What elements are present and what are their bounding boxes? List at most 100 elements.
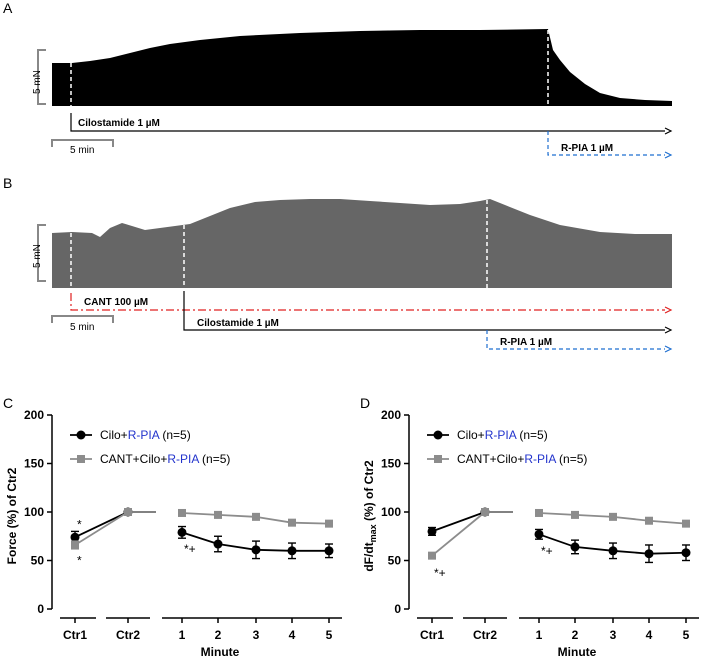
panel-c-series-0-point xyxy=(213,539,223,549)
panel-d-x-tick-label: 3 xyxy=(610,628,617,642)
panel-d-y-tick-label: 0 xyxy=(394,602,401,616)
panel-a-cilostamide-line xyxy=(70,113,673,135)
panel-c-series-0-point xyxy=(70,532,80,542)
panel-d-series-0-point xyxy=(681,548,691,558)
panel-c-legend-marker xyxy=(76,430,86,440)
panel-b-letter: B xyxy=(3,175,12,191)
panel-b-time-scale-label: 5 min xyxy=(70,322,94,333)
panel-c-letter: C xyxy=(3,395,13,411)
panel-a-rpia-label: R-PIA 1 µM xyxy=(561,143,613,154)
panel-d-series-0-line-baseline xyxy=(431,511,486,533)
panel-a-time-scale-label: 5 min xyxy=(70,145,94,156)
panel-c-x-tick-label: 4 xyxy=(289,628,296,642)
panel-c-x-tick-label: 2 xyxy=(215,628,222,642)
panel-d-x-tick-label: Ctr1 xyxy=(420,628,444,642)
panel-b-cant-label: CANT 100 µM xyxy=(84,297,148,308)
panel-c-y-tick-label: 100 xyxy=(24,505,44,519)
panel-d-series-1-point xyxy=(645,516,653,525)
panel-d-series-0-point xyxy=(534,529,544,539)
panel-d-series-0-point xyxy=(570,542,580,552)
panel-d-y-tick-label: 50 xyxy=(388,554,402,568)
panel-c-x-tick-label: 3 xyxy=(253,628,260,642)
panel-c-series-1-point xyxy=(325,519,333,528)
panel-c-series-0-point xyxy=(324,546,334,556)
panel-d-y-tick-label: 100 xyxy=(381,505,401,519)
panel-b-time-scale-bar xyxy=(51,315,114,323)
panel-d-series-0-point xyxy=(608,546,618,556)
panel-c-x-tick-label: 1 xyxy=(179,628,186,642)
panel-c-legend-label: Cilo+R-PIA (n=5) xyxy=(100,428,191,442)
panel-d-y-tick-label: 200 xyxy=(381,408,401,422)
panel-d-x-tick-label: 4 xyxy=(646,628,653,642)
panel-d-legend-label: Cilo+R-PIA (n=5) xyxy=(457,428,548,442)
panel-d-letter: D xyxy=(360,395,370,411)
panel-d-legend-marker xyxy=(433,430,443,440)
panel-d-series-1-point xyxy=(609,512,617,521)
panel-c-series-1-point xyxy=(252,512,260,521)
panel-d-x-tick-label: Ctr2 xyxy=(473,628,497,642)
panel-a: A 5 mN Cilostamide 1 µM R-PIA 1 µM 5 min xyxy=(3,0,673,159)
panel-a-letter: A xyxy=(3,0,13,16)
panel-b-force-scale-label: 5 mN xyxy=(32,244,43,268)
panel-c-y-tick-label: 200 xyxy=(24,408,44,422)
panel-c-y-tick-label: 50 xyxy=(31,554,45,568)
panel-b-rpia-line xyxy=(486,330,673,353)
panel-d-x-tick-label: 1 xyxy=(536,628,543,642)
panel-b: B 5 mN CANT 100 µM Cilostamide 1 µM R-PI… xyxy=(3,175,673,353)
panel-b-rpia-label: R-PIA 1 µM xyxy=(500,337,552,348)
panel-a-force-scale-bar xyxy=(37,49,46,105)
panel-b-force-scale-bar xyxy=(37,224,46,282)
panel-d-x-tick-label: 5 xyxy=(683,628,690,642)
panel-c-y-axis-label: Force (%) of Ctr2 xyxy=(5,467,19,564)
panel-d-significance-mark: *+ xyxy=(541,544,553,558)
panel-c-series-0-point xyxy=(287,546,297,556)
panel-d-series-1-point xyxy=(428,551,436,560)
panel-c-x-axis-label: Minute xyxy=(201,645,240,659)
panel-c-series-1-point xyxy=(178,508,186,517)
panel-d-legend-label: CANT+Cilo+R-PIA (n=5) xyxy=(457,452,587,466)
panel-c-significance-mark: *+ xyxy=(184,542,196,556)
panel-b-cant-line xyxy=(70,293,673,314)
panel-b-cilostamide-label: Cilostamide 1 µM xyxy=(197,318,279,329)
panel-c-series-1-line-baseline xyxy=(74,511,129,546)
panel-a-time-scale-bar xyxy=(51,139,114,147)
panel-c-y-tick-label: 0 xyxy=(37,602,44,616)
panel-b-force-trace xyxy=(52,199,672,288)
panel-c-series-1-point xyxy=(71,540,79,549)
panel-d-x-axis-label: Minute xyxy=(558,645,597,659)
panel-c-series-1-point xyxy=(214,510,222,519)
panel-c-series-1-point xyxy=(124,508,132,516)
panel-a-rpia-line xyxy=(547,131,673,159)
panel-d-x-tick-label: 2 xyxy=(572,628,579,642)
panel-a-force-scale-label: 5 mN xyxy=(32,70,43,94)
panel-c-series-1-point xyxy=(288,518,296,527)
panel-d-series-0-point xyxy=(427,526,437,536)
panel-c-significance-mark: * xyxy=(77,518,82,532)
panel-c-x-tick-label: Ctr1 xyxy=(63,628,87,642)
panel-d-series-1-line-baseline xyxy=(431,511,486,557)
panel-c: C Force (%) of Ctr2 Minute 0 50 100 150 200 C… xyxy=(3,395,342,659)
panel-c-y-tick-label: 150 xyxy=(24,457,44,471)
panel-c-significance-mark: * xyxy=(77,554,82,568)
panel-d-series-1-point xyxy=(571,510,579,519)
panel-d-series-1-point xyxy=(481,508,489,516)
panel-c-series-0-point xyxy=(251,545,261,555)
panel-a-force-trace xyxy=(52,29,672,106)
panel-d-significance-mark: *+ xyxy=(434,566,446,580)
panel-d-series-1-point xyxy=(682,519,690,528)
panel-c-legend-label: CANT+Cilo+R-PIA (n=5) xyxy=(100,452,230,466)
panel-c-legend-marker xyxy=(77,455,85,463)
panel-c-series-0-point xyxy=(177,527,187,537)
panel-c-x-tick-label: 5 xyxy=(326,628,333,642)
panel-d-series-0-point xyxy=(644,549,654,559)
panel-d-legend-marker xyxy=(434,455,442,463)
panel-a-cilostamide-label: Cilostamide 1 µM xyxy=(78,118,160,129)
panel-d-y-axis-label: dF/dtmax (%) of Ctr2 xyxy=(362,460,378,572)
panel-b-cilostamide-line xyxy=(183,291,673,334)
panel-c-series-0-line-baseline xyxy=(74,511,129,539)
panel-c-x-tick-label: Ctr2 xyxy=(116,628,140,642)
panel-d: D dF/dtmax (%) of Ctr2 Minute 0 50 100 150 2… xyxy=(360,395,699,659)
panel-d-series-1-point xyxy=(535,508,543,517)
panel-d-y-tick-label: 150 xyxy=(381,457,401,471)
